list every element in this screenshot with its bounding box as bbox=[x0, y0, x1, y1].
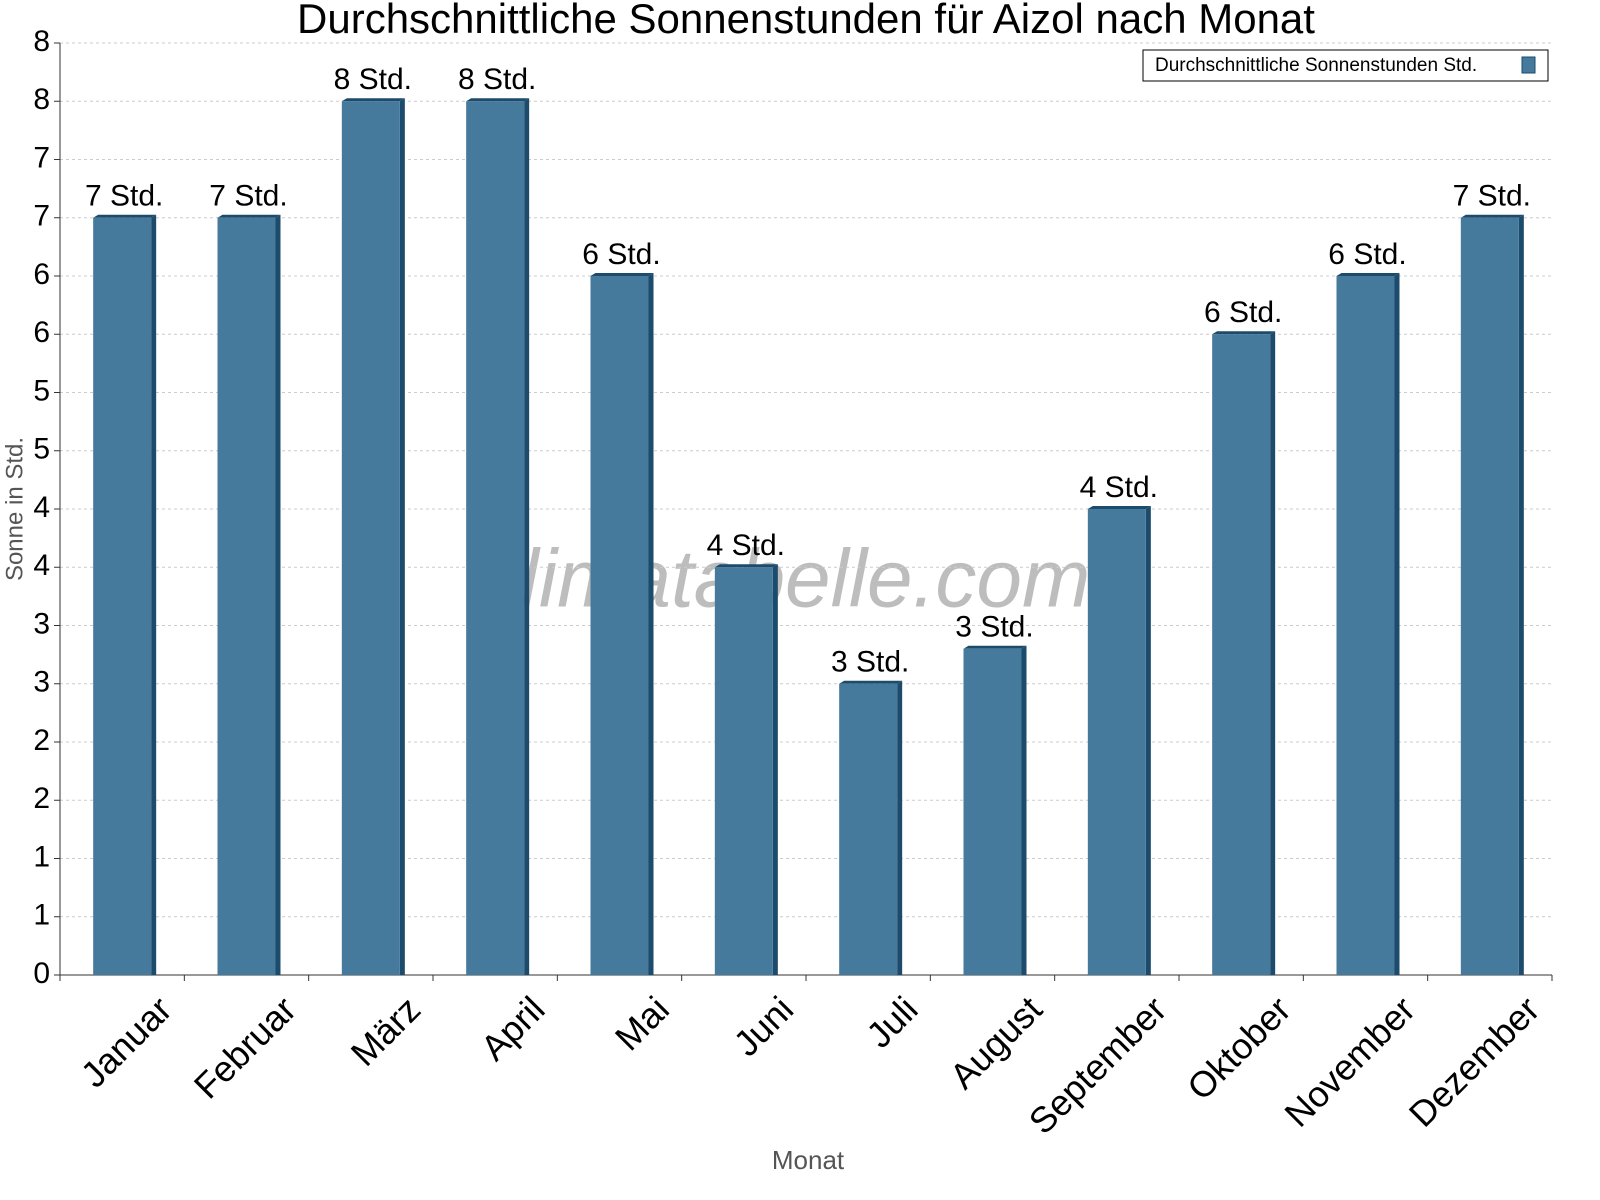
legend-label: Durchschnittliche Sonnenstunden Std. bbox=[1155, 55, 1477, 76]
value-label: 6 Std. bbox=[582, 238, 660, 271]
value-label: 7 Std. bbox=[85, 180, 163, 213]
x-tick-label: Februar bbox=[186, 988, 304, 1106]
value-label: 3 Std. bbox=[831, 646, 909, 679]
value-label: 4 Std. bbox=[1080, 471, 1158, 504]
bar bbox=[1460, 217, 1519, 975]
value-label: 6 Std. bbox=[1328, 238, 1406, 271]
y-tick-label: 2 bbox=[33, 724, 50, 757]
bar-side bbox=[1145, 506, 1151, 975]
y-tick-label: 1 bbox=[33, 840, 50, 873]
bar-side bbox=[1394, 273, 1400, 975]
x-tick-label: Juli bbox=[858, 988, 925, 1055]
value-label: 8 Std. bbox=[334, 63, 412, 96]
bar bbox=[1212, 334, 1271, 975]
x-tick-label: August bbox=[942, 988, 1050, 1096]
y-tick-label: 7 bbox=[33, 141, 50, 174]
bar-top bbox=[466, 98, 530, 102]
bar-side bbox=[524, 98, 530, 975]
bar-side bbox=[897, 680, 903, 975]
legend-box bbox=[1142, 49, 1549, 82]
bar-top bbox=[1336, 273, 1400, 276]
y-tick-label: 3 bbox=[33, 666, 50, 699]
y-tick-label: 8 bbox=[33, 83, 50, 116]
y-tick-label: 1 bbox=[33, 899, 50, 932]
value-label: 8 Std. bbox=[458, 63, 536, 96]
bar bbox=[839, 683, 898, 975]
y-tick-label: 3 bbox=[33, 607, 50, 640]
bar-top bbox=[590, 273, 654, 276]
bar-top bbox=[341, 98, 405, 102]
chart-title: Durchschnittliche Sonnenstunden für Aizo… bbox=[297, 0, 1315, 42]
watermark: klimatabelle.com bbox=[480, 534, 1091, 625]
value-label: 4 Std. bbox=[707, 529, 785, 562]
y-tick-label: 7 bbox=[33, 200, 50, 233]
value-label: 3 Std. bbox=[955, 611, 1033, 644]
bar bbox=[714, 567, 773, 975]
x-tick-label: Mai bbox=[607, 988, 677, 1058]
bar-top bbox=[1212, 331, 1276, 335]
bar bbox=[590, 276, 649, 975]
y-tick-label: 4 bbox=[33, 549, 50, 582]
bar-side bbox=[648, 273, 654, 975]
x-tick-label: Oktober bbox=[1179, 988, 1299, 1108]
y-tick-label: 5 bbox=[33, 433, 50, 466]
bar-top bbox=[1460, 214, 1524, 218]
y-tick-label: 0 bbox=[33, 957, 50, 990]
bar bbox=[1336, 276, 1395, 975]
bar-side bbox=[399, 98, 405, 975]
bar-side bbox=[1518, 214, 1524, 975]
legend-swatch bbox=[1521, 56, 1536, 74]
bar bbox=[341, 101, 400, 975]
bar-top bbox=[93, 214, 157, 218]
bar-side bbox=[772, 564, 778, 975]
y-tick-label: 6 bbox=[33, 258, 50, 291]
y-tick-label: 2 bbox=[33, 782, 50, 815]
bar-side bbox=[275, 214, 281, 975]
bar bbox=[1087, 509, 1146, 975]
bar-top bbox=[1087, 506, 1151, 509]
bar-side bbox=[1270, 331, 1276, 975]
bar bbox=[217, 217, 276, 975]
x-tick-label: April bbox=[473, 988, 553, 1068]
y-tick-label: 6 bbox=[33, 316, 50, 349]
y-tick-label: 8 bbox=[33, 25, 50, 58]
bar-top bbox=[963, 645, 1027, 649]
x-tick-label: Dezember bbox=[1401, 988, 1547, 1134]
bar-side bbox=[1021, 645, 1027, 975]
bar bbox=[93, 217, 152, 975]
y-axis-title: Sonne in Std. bbox=[1, 437, 28, 581]
value-label: 7 Std. bbox=[209, 180, 287, 213]
bar-top bbox=[839, 680, 903, 684]
x-axis-title: Monat bbox=[772, 1145, 845, 1175]
bar-top bbox=[217, 214, 281, 218]
value-label: 7 Std. bbox=[1453, 180, 1531, 213]
x-tick-label: Juni bbox=[726, 988, 802, 1064]
y-tick-label: 5 bbox=[33, 374, 50, 407]
x-tick-label: Januar bbox=[73, 988, 180, 1095]
y-tick-label: 4 bbox=[33, 491, 50, 524]
value-label: 6 Std. bbox=[1204, 296, 1282, 329]
x-tick-label: November bbox=[1276, 988, 1422, 1134]
bar-top bbox=[714, 564, 778, 568]
bar bbox=[963, 648, 1022, 975]
bar bbox=[466, 101, 525, 975]
x-tick-label: März bbox=[343, 988, 429, 1074]
bar-side bbox=[151, 214, 157, 975]
